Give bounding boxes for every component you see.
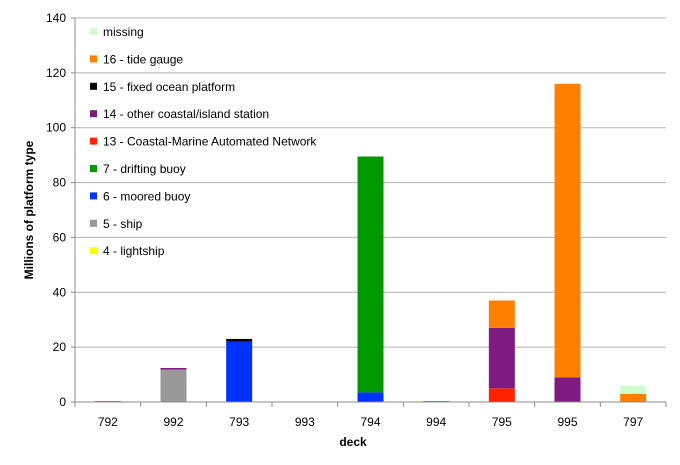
x-tick-labels: 792 992 793 993 794 994 795 995 797 bbox=[74, 402, 667, 429]
x-tick-label: 793 bbox=[229, 415, 249, 429]
y-tick-label: 140 bbox=[46, 11, 66, 25]
y-tick-label: 20 bbox=[53, 340, 67, 354]
x-tick-label: 995 bbox=[557, 415, 577, 429]
y-axis-title: Millions of platform type bbox=[22, 140, 36, 279]
legend-swatch bbox=[90, 28, 97, 35]
legend-label: 16 - tide gauge bbox=[103, 52, 183, 66]
bar-segment bbox=[357, 156, 384, 393]
bar-segment bbox=[160, 369, 187, 402]
y-tick-label: 40 bbox=[53, 285, 67, 299]
legend-label: 5 - ship bbox=[103, 217, 143, 231]
bar-segment bbox=[620, 393, 647, 402]
x-tick-label: 792 bbox=[98, 415, 118, 429]
legend-swatch bbox=[90, 55, 97, 63]
legend: missing 16 - tide gauge 15 - fixed ocean p… bbox=[90, 25, 317, 258]
y-tick-label: 60 bbox=[53, 230, 67, 244]
x-axis-title: deck bbox=[339, 435, 367, 449]
legend-swatch bbox=[90, 165, 97, 172]
legend-swatch bbox=[90, 192, 97, 200]
x-tick-label: 992 bbox=[163, 415, 183, 429]
legend-swatch bbox=[90, 247, 97, 255]
bar-segment bbox=[94, 401, 121, 402]
legend-label: 6 - moored buoy bbox=[103, 189, 190, 203]
bar-segment bbox=[554, 377, 581, 402]
legend-label: 15 - fixed ocean platform bbox=[103, 80, 235, 94]
y-tick-label: 120 bbox=[46, 66, 66, 80]
y-tick-label: 0 bbox=[59, 395, 66, 409]
bar-segment bbox=[160, 367, 187, 370]
legend-swatch bbox=[90, 110, 97, 118]
legend-label: missing bbox=[103, 25, 144, 39]
y-tick-label: 100 bbox=[46, 121, 66, 135]
legend-swatch bbox=[90, 219, 97, 227]
legend-swatch bbox=[90, 82, 97, 90]
bar-segment bbox=[620, 385, 647, 394]
bar-segment bbox=[488, 327, 515, 389]
legend-label: 14 - other coastal/island station bbox=[103, 107, 269, 121]
bar-segment bbox=[226, 338, 253, 342]
legend-swatch bbox=[90, 137, 97, 145]
bar-segment bbox=[488, 388, 515, 402]
x-tick-label: 795 bbox=[492, 415, 512, 429]
y-tick-label: 80 bbox=[53, 176, 67, 190]
bar-segment bbox=[357, 392, 384, 402]
legend-label: 7 - drifting buoy bbox=[103, 162, 186, 176]
bar-segment bbox=[488, 300, 515, 328]
bars bbox=[94, 83, 647, 403]
x-tick-label: 797 bbox=[623, 415, 643, 429]
y-tick-labels: 0 20 40 60 80 100 120 140 bbox=[46, 11, 75, 409]
bar-segment bbox=[226, 341, 253, 402]
x-tick-label: 994 bbox=[426, 415, 446, 429]
bar-segment bbox=[554, 83, 581, 378]
x-tick-label: 794 bbox=[360, 415, 380, 429]
legend-label: 4 - lightship bbox=[103, 244, 165, 258]
x-tick-label: 993 bbox=[295, 415, 315, 429]
legend-label: 13 - Coastal-Marine Automated Network bbox=[103, 135, 317, 149]
